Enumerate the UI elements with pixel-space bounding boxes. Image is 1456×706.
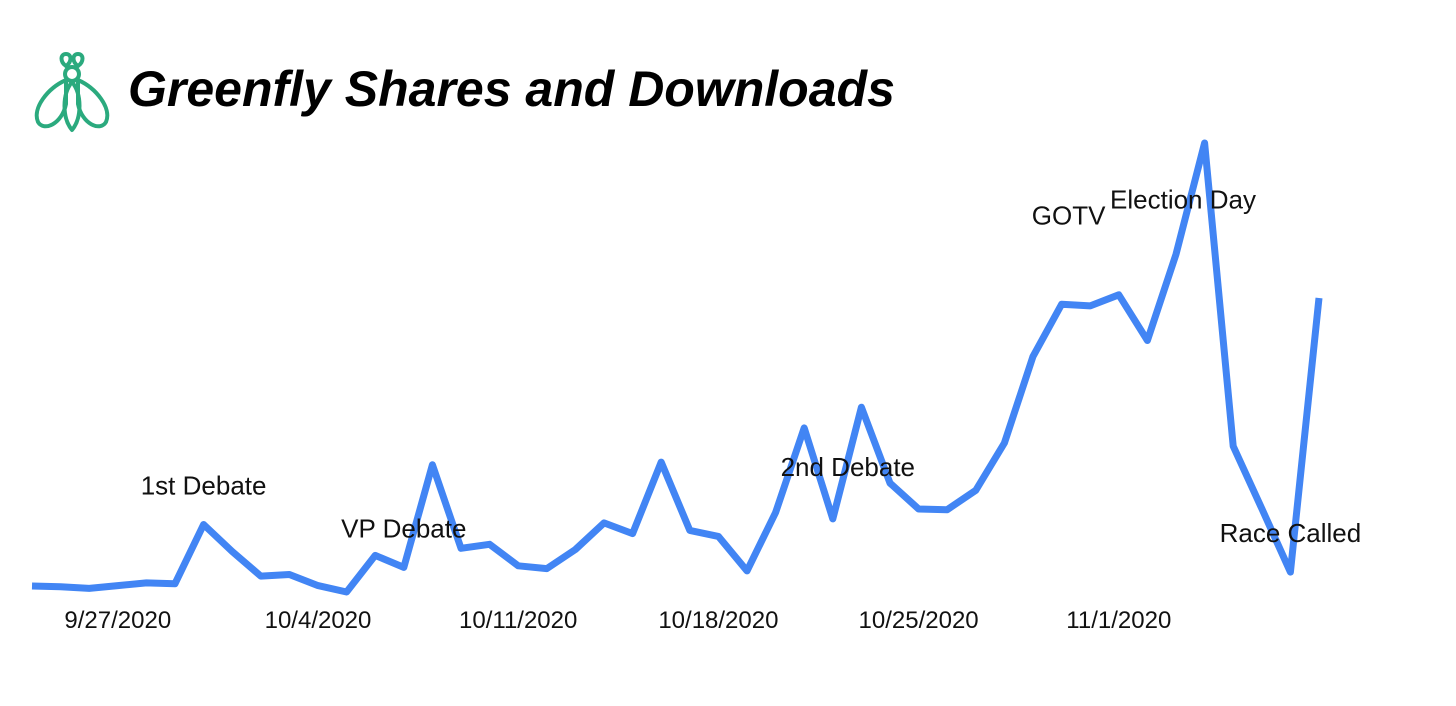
x-tick-label: 10/18/2020: [658, 607, 778, 634]
annotations: 1st Debate VP Debate 2nd Debate GOTVElectio…: [141, 184, 1361, 548]
series-line: [31, 139, 1323, 596]
annotation-label: Race Called: [1220, 518, 1362, 548]
annotation-label: GOTV: [1032, 200, 1106, 230]
annotation-label: VP Debate: [341, 513, 466, 543]
x-tick-label: 10/4/2020: [265, 607, 372, 634]
x-tick-label: 10/25/2020: [859, 607, 979, 634]
chart-title: Greenfly Shares and Downloads: [128, 61, 895, 117]
greenfly-fly-icon: [34, 52, 110, 132]
x-axis-ticks: 9/27/2020 10/4/2020 10/11/2020 10/18/2020 10…: [64, 607, 1171, 634]
x-tick-label: 9/27/2020: [64, 607, 171, 634]
annotation-label: 1st Debate: [141, 471, 267, 501]
annotation-label: Election Day: [1110, 184, 1256, 214]
x-tick-label: 11/1/2020: [1066, 607, 1171, 634]
annotation-label: 2nd Debate: [781, 452, 915, 482]
x-tick-label: 10/11/2020: [459, 607, 577, 634]
